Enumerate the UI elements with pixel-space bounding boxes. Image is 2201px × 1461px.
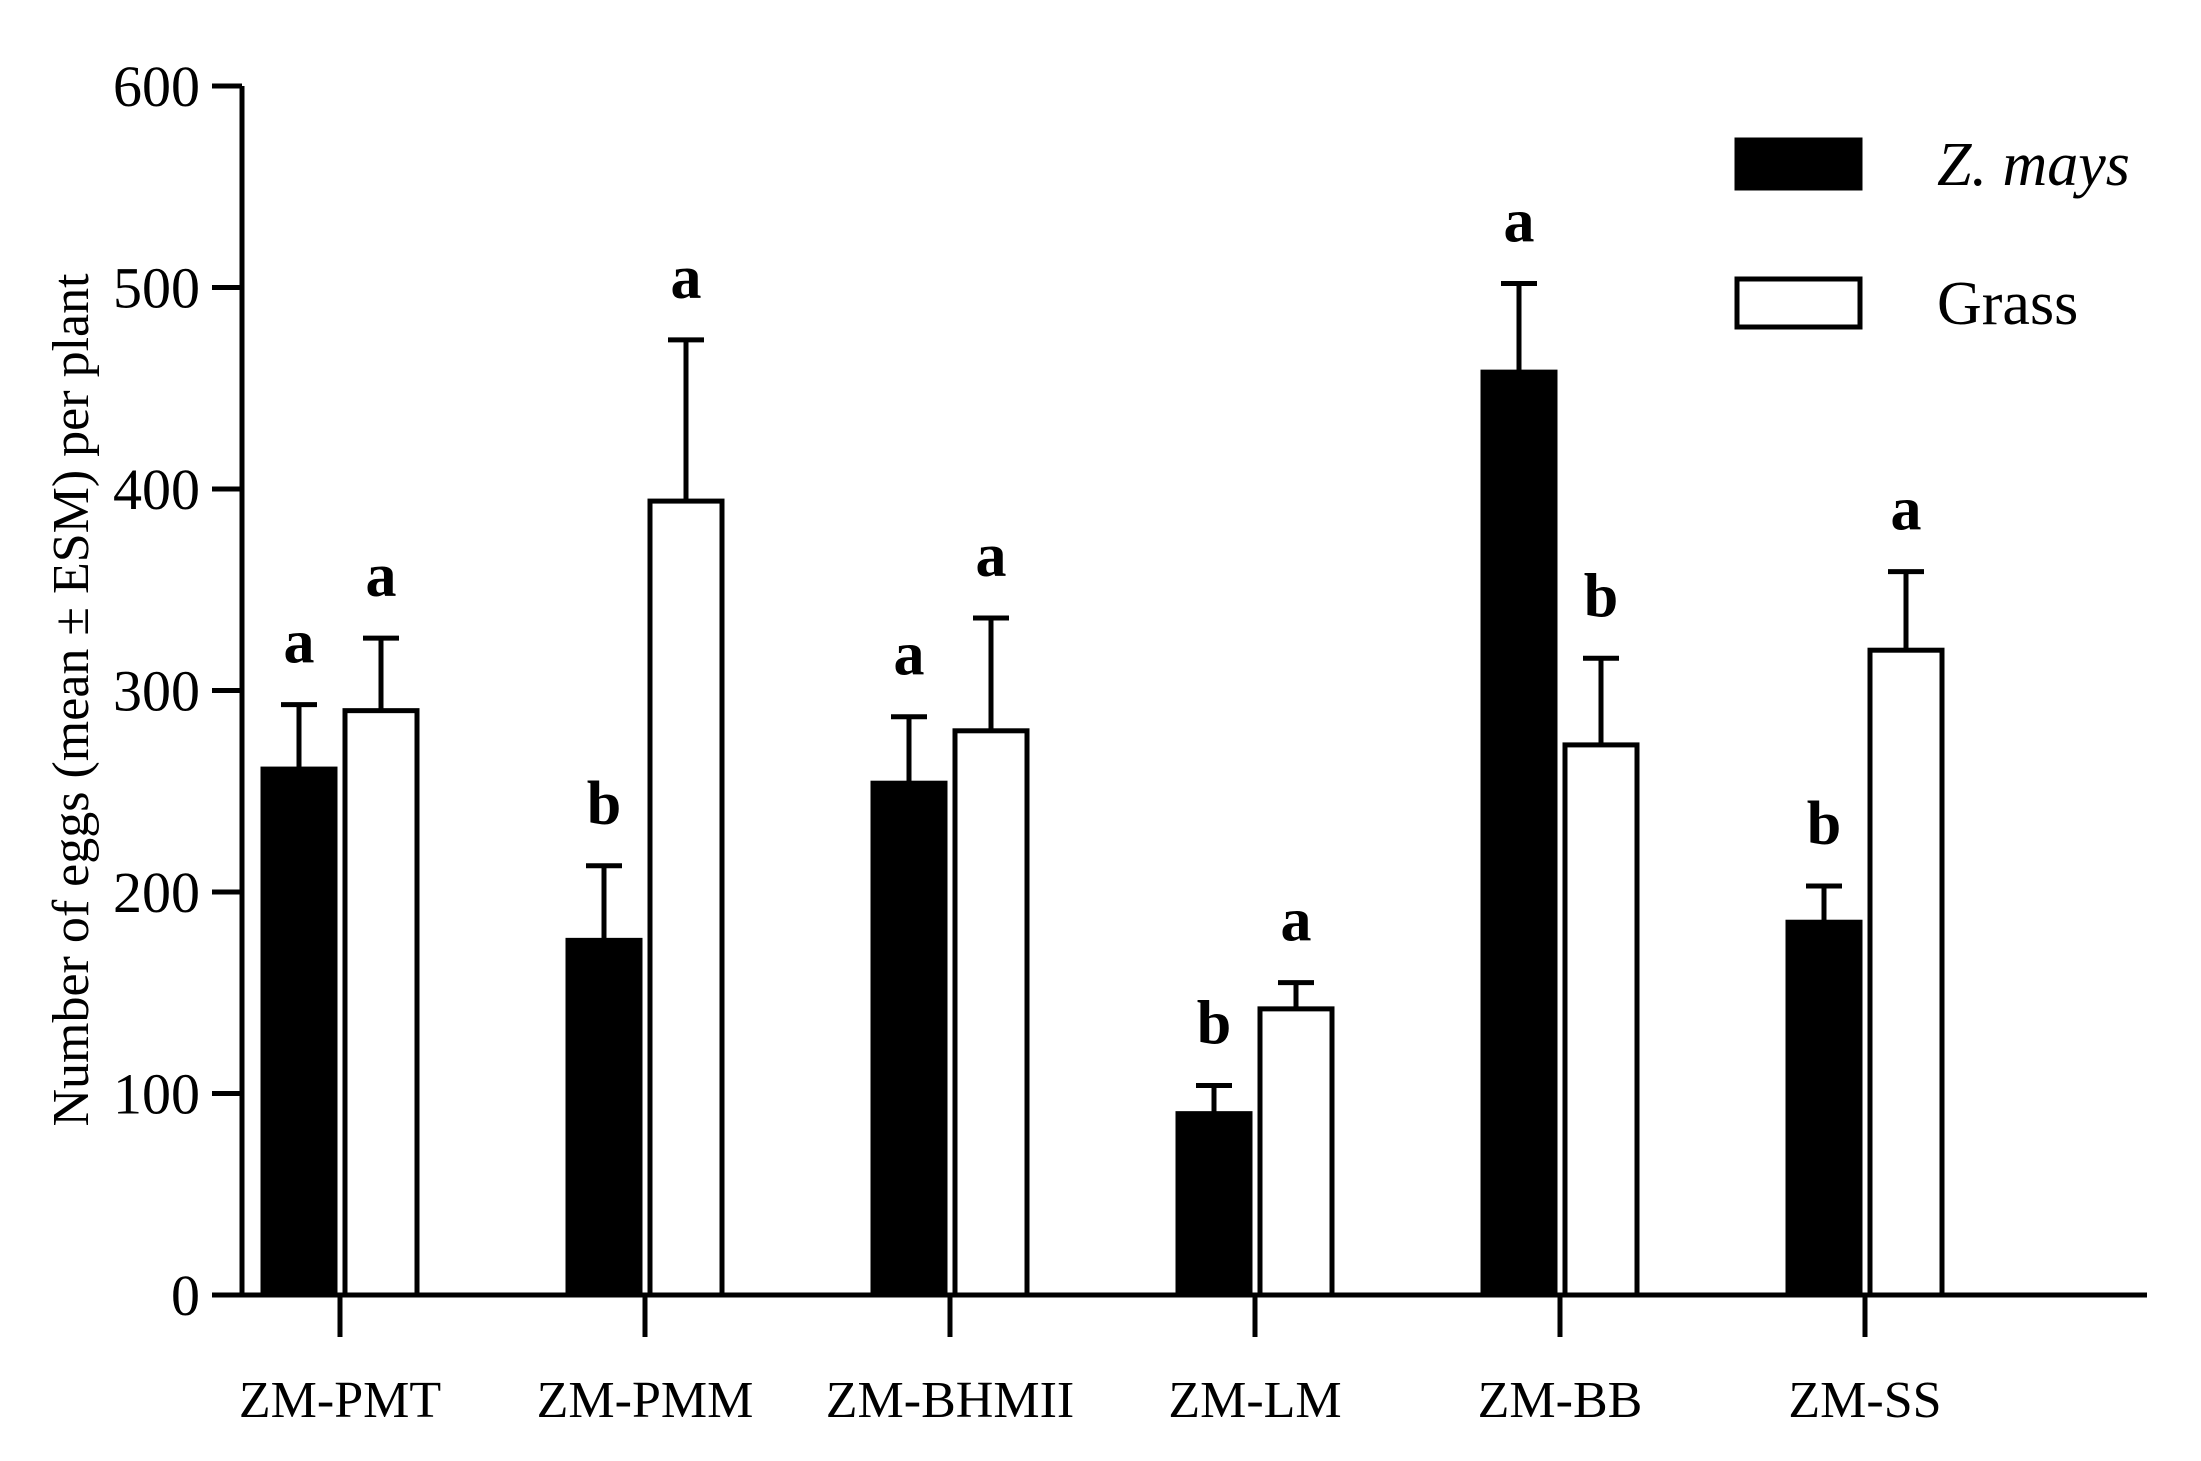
bar-zmays-1 xyxy=(565,937,643,1298)
bars xyxy=(260,280,1945,1298)
x-tick-label-1: ZM-PMM xyxy=(537,1372,754,1429)
legend-swatch-zmays xyxy=(1734,137,1863,191)
x-tick-label-4: ZM-BB xyxy=(1478,1372,1643,1429)
significance-label-1-3: a xyxy=(1281,887,1312,955)
x-tick-label-3: ZM-LM xyxy=(1168,1372,1341,1429)
bar-zmays-2 xyxy=(870,780,948,1298)
y-tick-label-400: 400 xyxy=(113,457,200,522)
legend-label-zmays: Z. mays xyxy=(1937,131,2130,199)
legend: Z. mays Grass xyxy=(1734,131,2130,338)
bar-grass-2 xyxy=(952,728,1030,1298)
significance-label-1-0: a xyxy=(366,542,397,610)
significance-label-0-1: b xyxy=(587,770,621,838)
bar-grass-0 xyxy=(342,708,420,1298)
x-tick-label-2: ZM-BHMII xyxy=(826,1372,1074,1429)
bar-zmays-0 xyxy=(260,766,338,1298)
significance-label-0-0: a xyxy=(284,609,315,677)
legend-swatch-grass xyxy=(1734,276,1863,330)
y-axis: 0 100 200 300 400 500 600 xyxy=(113,54,245,1328)
x-tick-label-5: ZM-SS xyxy=(1788,1372,1941,1429)
bar-grass-3 xyxy=(1257,1006,1335,1298)
y-axis-label: Number of eggs (mean ± ESM) per plant xyxy=(43,273,100,1127)
significance-label-1-4: b xyxy=(1584,562,1618,630)
significance-label-0-5: b xyxy=(1807,790,1841,858)
y-tick-label-300: 300 xyxy=(113,659,200,724)
significance-label-0-2: a xyxy=(894,621,925,689)
bar-zmays-4 xyxy=(1480,369,1558,1298)
x-axis: ZM-PMT ZM-PMM ZM-BHMII ZM-LM ZM-BB ZM-SS xyxy=(239,1292,2147,1429)
x-tick-label-0: ZM-PMT xyxy=(239,1372,441,1429)
significance-label-0-4: a xyxy=(1504,187,1535,255)
y-tick-label-600: 600 xyxy=(113,54,200,119)
significance-label-1-1: a xyxy=(671,244,702,312)
significance-label-1-5: a xyxy=(1891,476,1922,544)
significance-label-0-3: b xyxy=(1197,989,1231,1057)
bar-grass-4 xyxy=(1562,742,1640,1298)
y-tick-label-0: 0 xyxy=(171,1263,200,1328)
bar-zmays-3 xyxy=(1175,1111,1253,1298)
y-tick-label-100: 100 xyxy=(113,1062,200,1127)
bar-grass-5 xyxy=(1867,647,1945,1298)
y-tick-label-200: 200 xyxy=(113,860,200,925)
bar-grass-1 xyxy=(647,498,725,1298)
legend-label-grass: Grass xyxy=(1937,270,2078,338)
y-tick-label-500: 500 xyxy=(113,256,200,321)
significance-label-1-2: a xyxy=(976,522,1007,590)
bar-zmays-5 xyxy=(1785,919,1863,1298)
